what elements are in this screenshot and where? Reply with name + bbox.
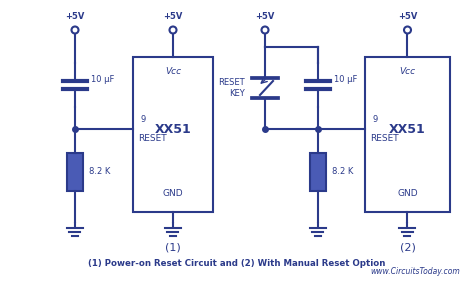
Text: RESET
KEY: RESET KEY [219,78,245,98]
Text: GND: GND [397,189,418,198]
Text: Vcc: Vcc [400,67,416,76]
Bar [67,153,83,191]
Text: RESET: RESET [138,134,167,143]
Bar [133,57,213,212]
Text: (1) Power-on Reset Circuit and (2) With Manual Reset Option: (1) Power-on Reset Circuit and (2) With … [88,259,386,268]
Text: 10 μF: 10 μF [334,74,357,83]
Text: RESET: RESET [370,134,399,143]
Text: 8.2 K: 8.2 K [332,168,354,177]
Text: GND: GND [163,189,183,198]
Text: Vcc: Vcc [165,67,181,76]
Text: (1): (1) [165,242,181,252]
Bar [365,57,450,212]
Text: XX51: XX51 [155,123,191,136]
Text: 8.2 K: 8.2 K [89,168,110,177]
Text: 10 μF: 10 μF [91,74,114,83]
Text: +5V: +5V [65,12,85,21]
Text: www.CircuitsToday.com: www.CircuitsToday.com [370,267,460,276]
Bar [310,153,326,191]
Text: 9: 9 [141,115,146,124]
Text: XX51: XX51 [389,123,426,136]
Text: +5V: +5V [164,12,182,21]
Text: (2): (2) [400,242,415,252]
Text: +5V: +5V [398,12,417,21]
Text: 9: 9 [373,115,378,124]
Text: +5V: +5V [255,12,275,21]
